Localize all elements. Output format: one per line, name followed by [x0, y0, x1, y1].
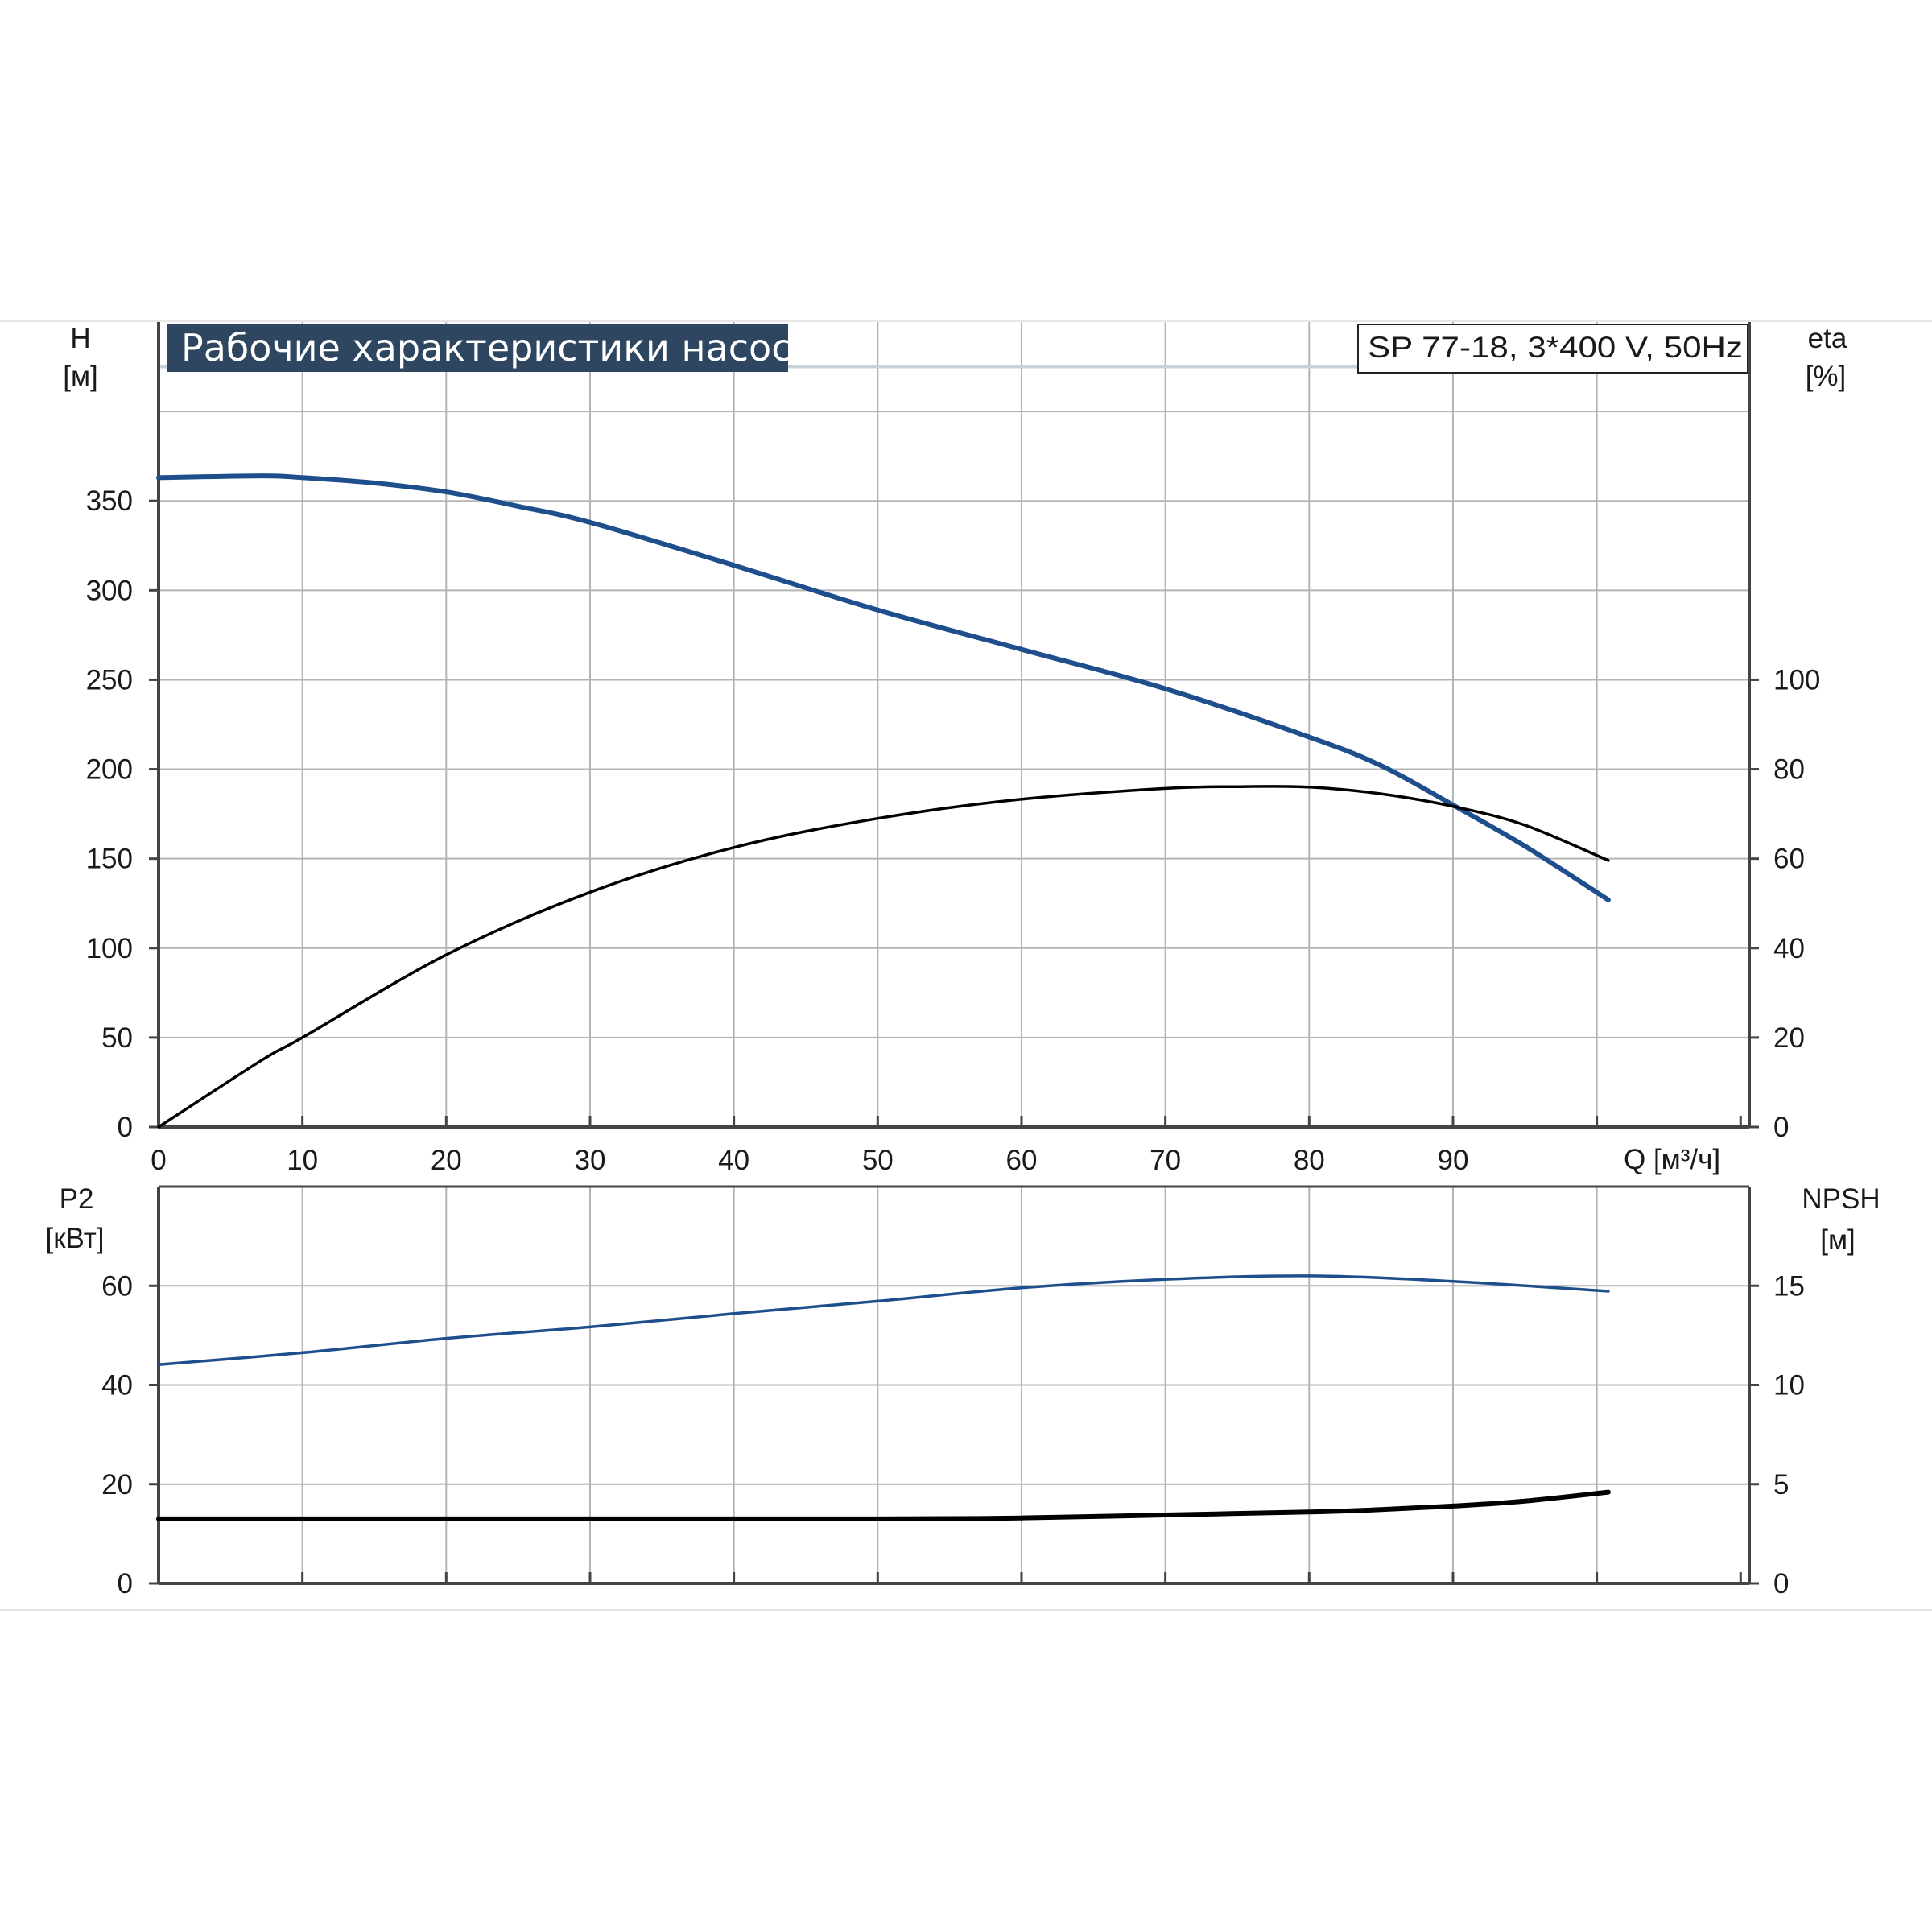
bottom-right-tick-label: 5	[1773, 1469, 1789, 1501]
top-black-curve	[157, 785, 1610, 1129]
bottom-left-tick-label: 0	[118, 1568, 133, 1600]
bottom-blue-curve	[157, 1274, 1610, 1366]
model-label-box: SP 77-18, 3*400 V, 50Hz	[1357, 324, 1748, 374]
x-tick-label: 60	[1006, 1145, 1038, 1176]
top-series-group	[156, 473, 1611, 1129]
bottom-right-tick-label: 0	[1773, 1568, 1789, 1600]
x-tick-label: 0	[151, 1145, 166, 1176]
top-tick-labels: 0 50 100 150 200 250 300 350 0 20 40 60 80 100 0 10 20 30…	[86, 485, 1821, 1176]
x-tick-label: 10	[287, 1145, 318, 1176]
top-right-tick-label: 40	[1773, 933, 1805, 964]
bottom-left-tick-label: 40	[101, 1370, 133, 1402]
p2-axis-unit: [кВт]	[46, 1223, 105, 1254]
model-label: SP 77-18, 3*400 V, 50Hz	[1368, 331, 1743, 364]
bottom-series-group	[156, 1274, 1611, 1521]
top-left-tick-label: 200	[86, 754, 133, 786]
top-plot-frame	[157, 322, 1751, 1129]
bottom-black-curve	[156, 1489, 1611, 1521]
top-left-tick-label: 0	[118, 1112, 133, 1143]
h-axis-label: H	[70, 323, 90, 354]
npsh-axis-unit: [м]	[1820, 1224, 1856, 1256]
eta-axis-label: eta	[1808, 323, 1847, 354]
top-left-tick-label: 150	[86, 844, 133, 875]
chart-title: Рабочие характеристики насоса	[181, 326, 815, 369]
npsh-axis-label: NPSH	[1802, 1183, 1880, 1215]
top-left-tick-label: 350	[86, 485, 133, 517]
x-tick-label: 20	[431, 1145, 462, 1176]
x-tick-label: 30	[575, 1145, 606, 1176]
x-tick-label: 70	[1150, 1145, 1181, 1176]
top-grid	[159, 322, 1749, 1127]
bottom-right-tick-label: 10	[1773, 1370, 1805, 1402]
top-left-tick-label: 250	[86, 664, 133, 696]
bottom-left-tick-label: 20	[101, 1469, 133, 1501]
top-blue-curve	[156, 473, 1611, 902]
top-left-tick-label: 50	[101, 1022, 133, 1054]
top-right-tick-label: 20	[1773, 1022, 1805, 1054]
top-left-tick-label: 100	[86, 933, 133, 964]
x-tick-label: 40	[718, 1145, 749, 1176]
top-right-tick-label: 80	[1773, 754, 1805, 786]
q-axis-label: Q [м³/ч]	[1624, 1144, 1720, 1175]
bottom-grid	[159, 1187, 1749, 1583]
bottom-right-tick-label: 15	[1773, 1270, 1805, 1302]
bottom-tick-labels: 0 20 40 60 0 5 10 15	[101, 1270, 1805, 1600]
top-right-tick-label: 60	[1773, 844, 1805, 875]
p2-axis-label: P2	[60, 1183, 94, 1215]
top-left-tick-label: 300	[86, 575, 133, 606]
h-axis-unit: [м]	[63, 361, 98, 392]
x-tick-label: 50	[862, 1145, 894, 1176]
eta-axis-unit: [%]	[1806, 361, 1847, 392]
bottom-left-tick-label: 60	[101, 1270, 133, 1302]
x-tick-label: 80	[1294, 1145, 1325, 1176]
top-right-tick-label: 100	[1773, 664, 1820, 696]
top-right-tick-label: 0	[1773, 1112, 1789, 1143]
chart-title-box: Рабочие характеристики насоса	[167, 324, 815, 372]
x-tick-label: 90	[1437, 1145, 1468, 1176]
